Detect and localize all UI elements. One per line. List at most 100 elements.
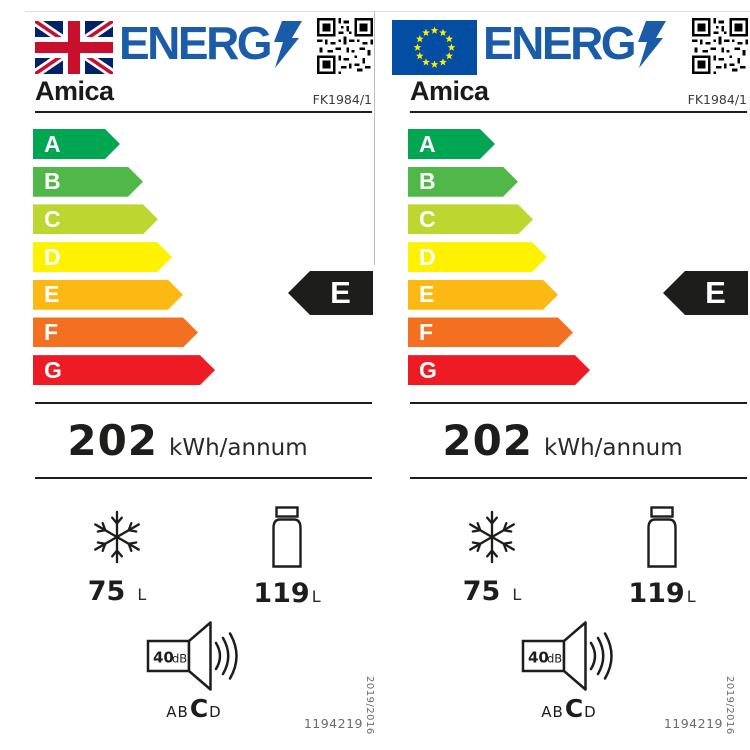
freezer-compartment: 75 L [57, 508, 177, 607]
brand-logo: Amica [410, 76, 489, 106]
divider-rule [410, 402, 747, 404]
energy-class-b: B [33, 167, 143, 197]
divider-rule [410, 477, 747, 479]
class-letter: A [44, 130, 61, 157]
fridge-volume: 119 L [227, 578, 347, 609]
class-letter: G [419, 356, 437, 383]
uk-flag-icon [32, 17, 116, 79]
annual-consumption: 202 kWh/annum [375, 416, 750, 465]
fridge-compartment: 119 L [602, 506, 722, 609]
noise-class-current: C [189, 694, 209, 723]
consumption-unit: kWh/annum [544, 435, 683, 461]
energy-class-scale: A B C D E F G [33, 129, 215, 393]
energy-class-e: E [33, 280, 183, 310]
serial-number: 1194219 [663, 716, 723, 731]
energ-logo-text: ENERG [483, 17, 637, 69]
energy-class-d: D [408, 242, 547, 272]
header-rule [35, 111, 372, 113]
class-letter: A [419, 130, 436, 157]
energy-class-c: C [33, 204, 158, 234]
energy-class-a: A [33, 129, 120, 159]
noise-scale-suffix: D [209, 703, 222, 721]
energ-logo: ENERG [119, 20, 303, 68]
class-letter: F [419, 318, 434, 345]
energy-class-f: F [408, 317, 573, 347]
noise-unit: dB [547, 652, 562, 666]
rating-arrow: E [663, 271, 748, 315]
consumption-unit: kWh/annum [169, 435, 308, 461]
class-letter: E [419, 281, 435, 308]
fridge-compartment: 119 L [227, 506, 347, 609]
energ-logo: ENERG [483, 20, 667, 68]
class-letter: B [44, 168, 61, 195]
class-letter: G [44, 356, 62, 383]
freezer-volume: 75 L [57, 576, 177, 607]
fridge-volume-unit: L [686, 587, 696, 606]
model-number: FK1984/1 [312, 92, 372, 107]
brand-logo: Amica [35, 76, 114, 106]
qr-code [692, 18, 748, 74]
noise-scale-prefix: AB [166, 703, 189, 721]
energy-label-eu: ENERG Amica FK1984/1 A B C D E F G E [375, 0, 750, 750]
lightning-bolt-icon [638, 21, 667, 68]
rating-class-letter: E [330, 275, 351, 310]
noise-class-current: C [564, 694, 584, 723]
consumption-value: 202 [442, 416, 534, 465]
header-rule [410, 111, 747, 113]
noise-value: 40 [528, 649, 549, 667]
energy-label-uk: ENERG Amica FK1984/1 A B C D E F G E [0, 17, 375, 735]
fridge-volume: 119 L [602, 578, 722, 609]
class-letter: D [44, 243, 61, 270]
freezer-volume: 75 L [432, 576, 552, 607]
noise-class-scale: AB C D [509, 694, 629, 723]
fridge-volume-unit: L [311, 587, 321, 606]
freezer-compartment: 75 L [432, 508, 552, 607]
divider-rule [35, 402, 372, 404]
class-letter: E [44, 281, 60, 308]
annual-consumption: 202 kWh/annum [0, 416, 375, 465]
bottle-icon [647, 506, 677, 568]
regulation-reference: 2019/2016 [364, 676, 375, 735]
energy-class-g: G [408, 355, 590, 385]
freezer-volume-value: 75 [87, 576, 126, 607]
class-letter: D [419, 243, 436, 270]
eu-flag-icon [392, 20, 477, 80]
energ-logo-text: ENERG [119, 17, 273, 69]
speaker-icon: 40 dB [146, 621, 238, 691]
energy-class-g: G [33, 355, 215, 385]
lightning-bolt-icon [274, 21, 303, 68]
snowflake-icon [94, 510, 140, 564]
freezer-volume-unit: L [137, 585, 147, 604]
noise-block: 40 dB AB C D [134, 620, 254, 723]
qr-code [317, 18, 373, 74]
fridge-volume-value: 119 [253, 578, 310, 609]
class-letter: B [419, 168, 436, 195]
class-letter: C [419, 205, 436, 232]
energy-class-scale: A B C D E F G [408, 129, 590, 393]
divider-rule [35, 477, 372, 479]
serial-number: 1194219 [303, 716, 363, 731]
noise-scale-prefix: AB [541, 703, 564, 721]
consumption-value: 202 [67, 416, 159, 465]
energy-class-f: F [33, 317, 198, 347]
regulation-reference: 2019/2016 [724, 676, 735, 735]
label-divider-hairline [374, 11, 375, 265]
noise-scale-suffix: D [584, 703, 597, 721]
speaker-icon: 40 dB [521, 621, 613, 691]
snowflake-icon [469, 510, 515, 564]
noise-class-scale: AB C D [134, 694, 254, 723]
freezer-volume-value: 75 [462, 576, 501, 607]
sheet-top-hairline [25, 11, 750, 12]
noise-value: 40 [153, 649, 174, 667]
rating-arrow: E [288, 271, 373, 315]
noise-block: 40 dB AB C D [509, 620, 629, 723]
energy-class-b: B [408, 167, 518, 197]
energy-class-c: C [408, 204, 533, 234]
class-letter: F [44, 318, 59, 345]
energy-class-e: E [408, 280, 558, 310]
freezer-volume-unit: L [512, 585, 522, 604]
class-letter: C [44, 205, 61, 232]
model-number: FK1984/1 [687, 92, 747, 107]
bottle-icon [272, 506, 302, 568]
